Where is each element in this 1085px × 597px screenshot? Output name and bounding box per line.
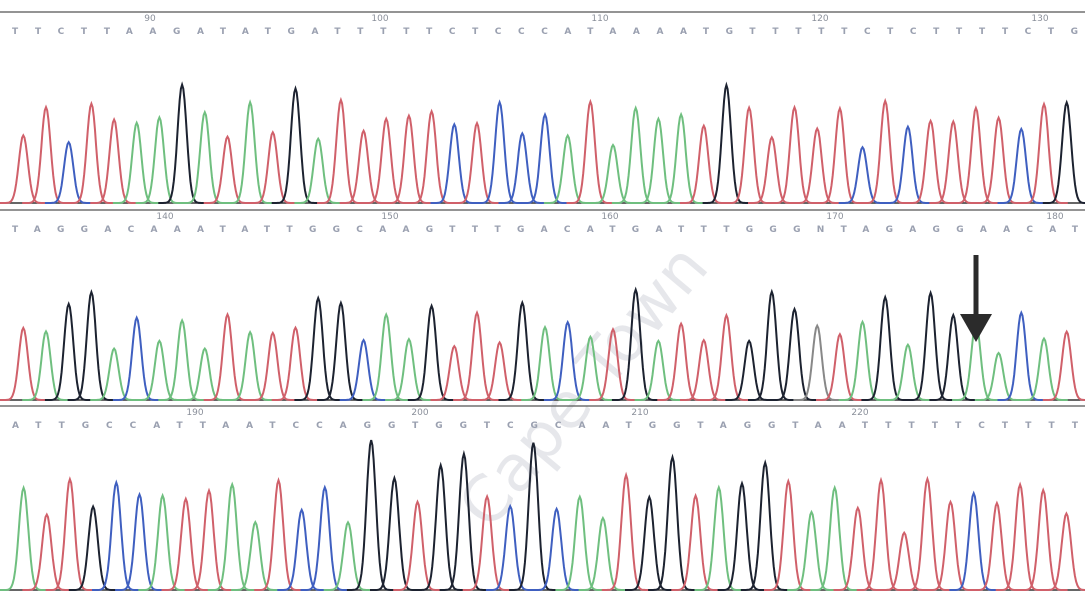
position-label: 90 <box>144 14 156 24</box>
position-label: 150 <box>381 212 398 222</box>
position-label: 140 <box>156 212 173 222</box>
position-label: 100 <box>371 14 388 24</box>
position-label: 200 <box>411 408 428 418</box>
position-label: 130 <box>1031 14 1048 24</box>
position-label: 220 <box>851 408 868 418</box>
position-label: 120 <box>811 14 828 24</box>
position-label: 160 <box>601 212 618 222</box>
chromatogram: Cape Town 90100110120130TTCTTAAGATATGATT… <box>0 0 1085 597</box>
position-label: 170 <box>826 212 843 222</box>
position-label: 190 <box>186 408 203 418</box>
background <box>0 0 1085 597</box>
position-label: 110 <box>591 14 608 24</box>
position-label: 180 <box>1046 212 1063 222</box>
position-label: 210 <box>631 408 648 418</box>
